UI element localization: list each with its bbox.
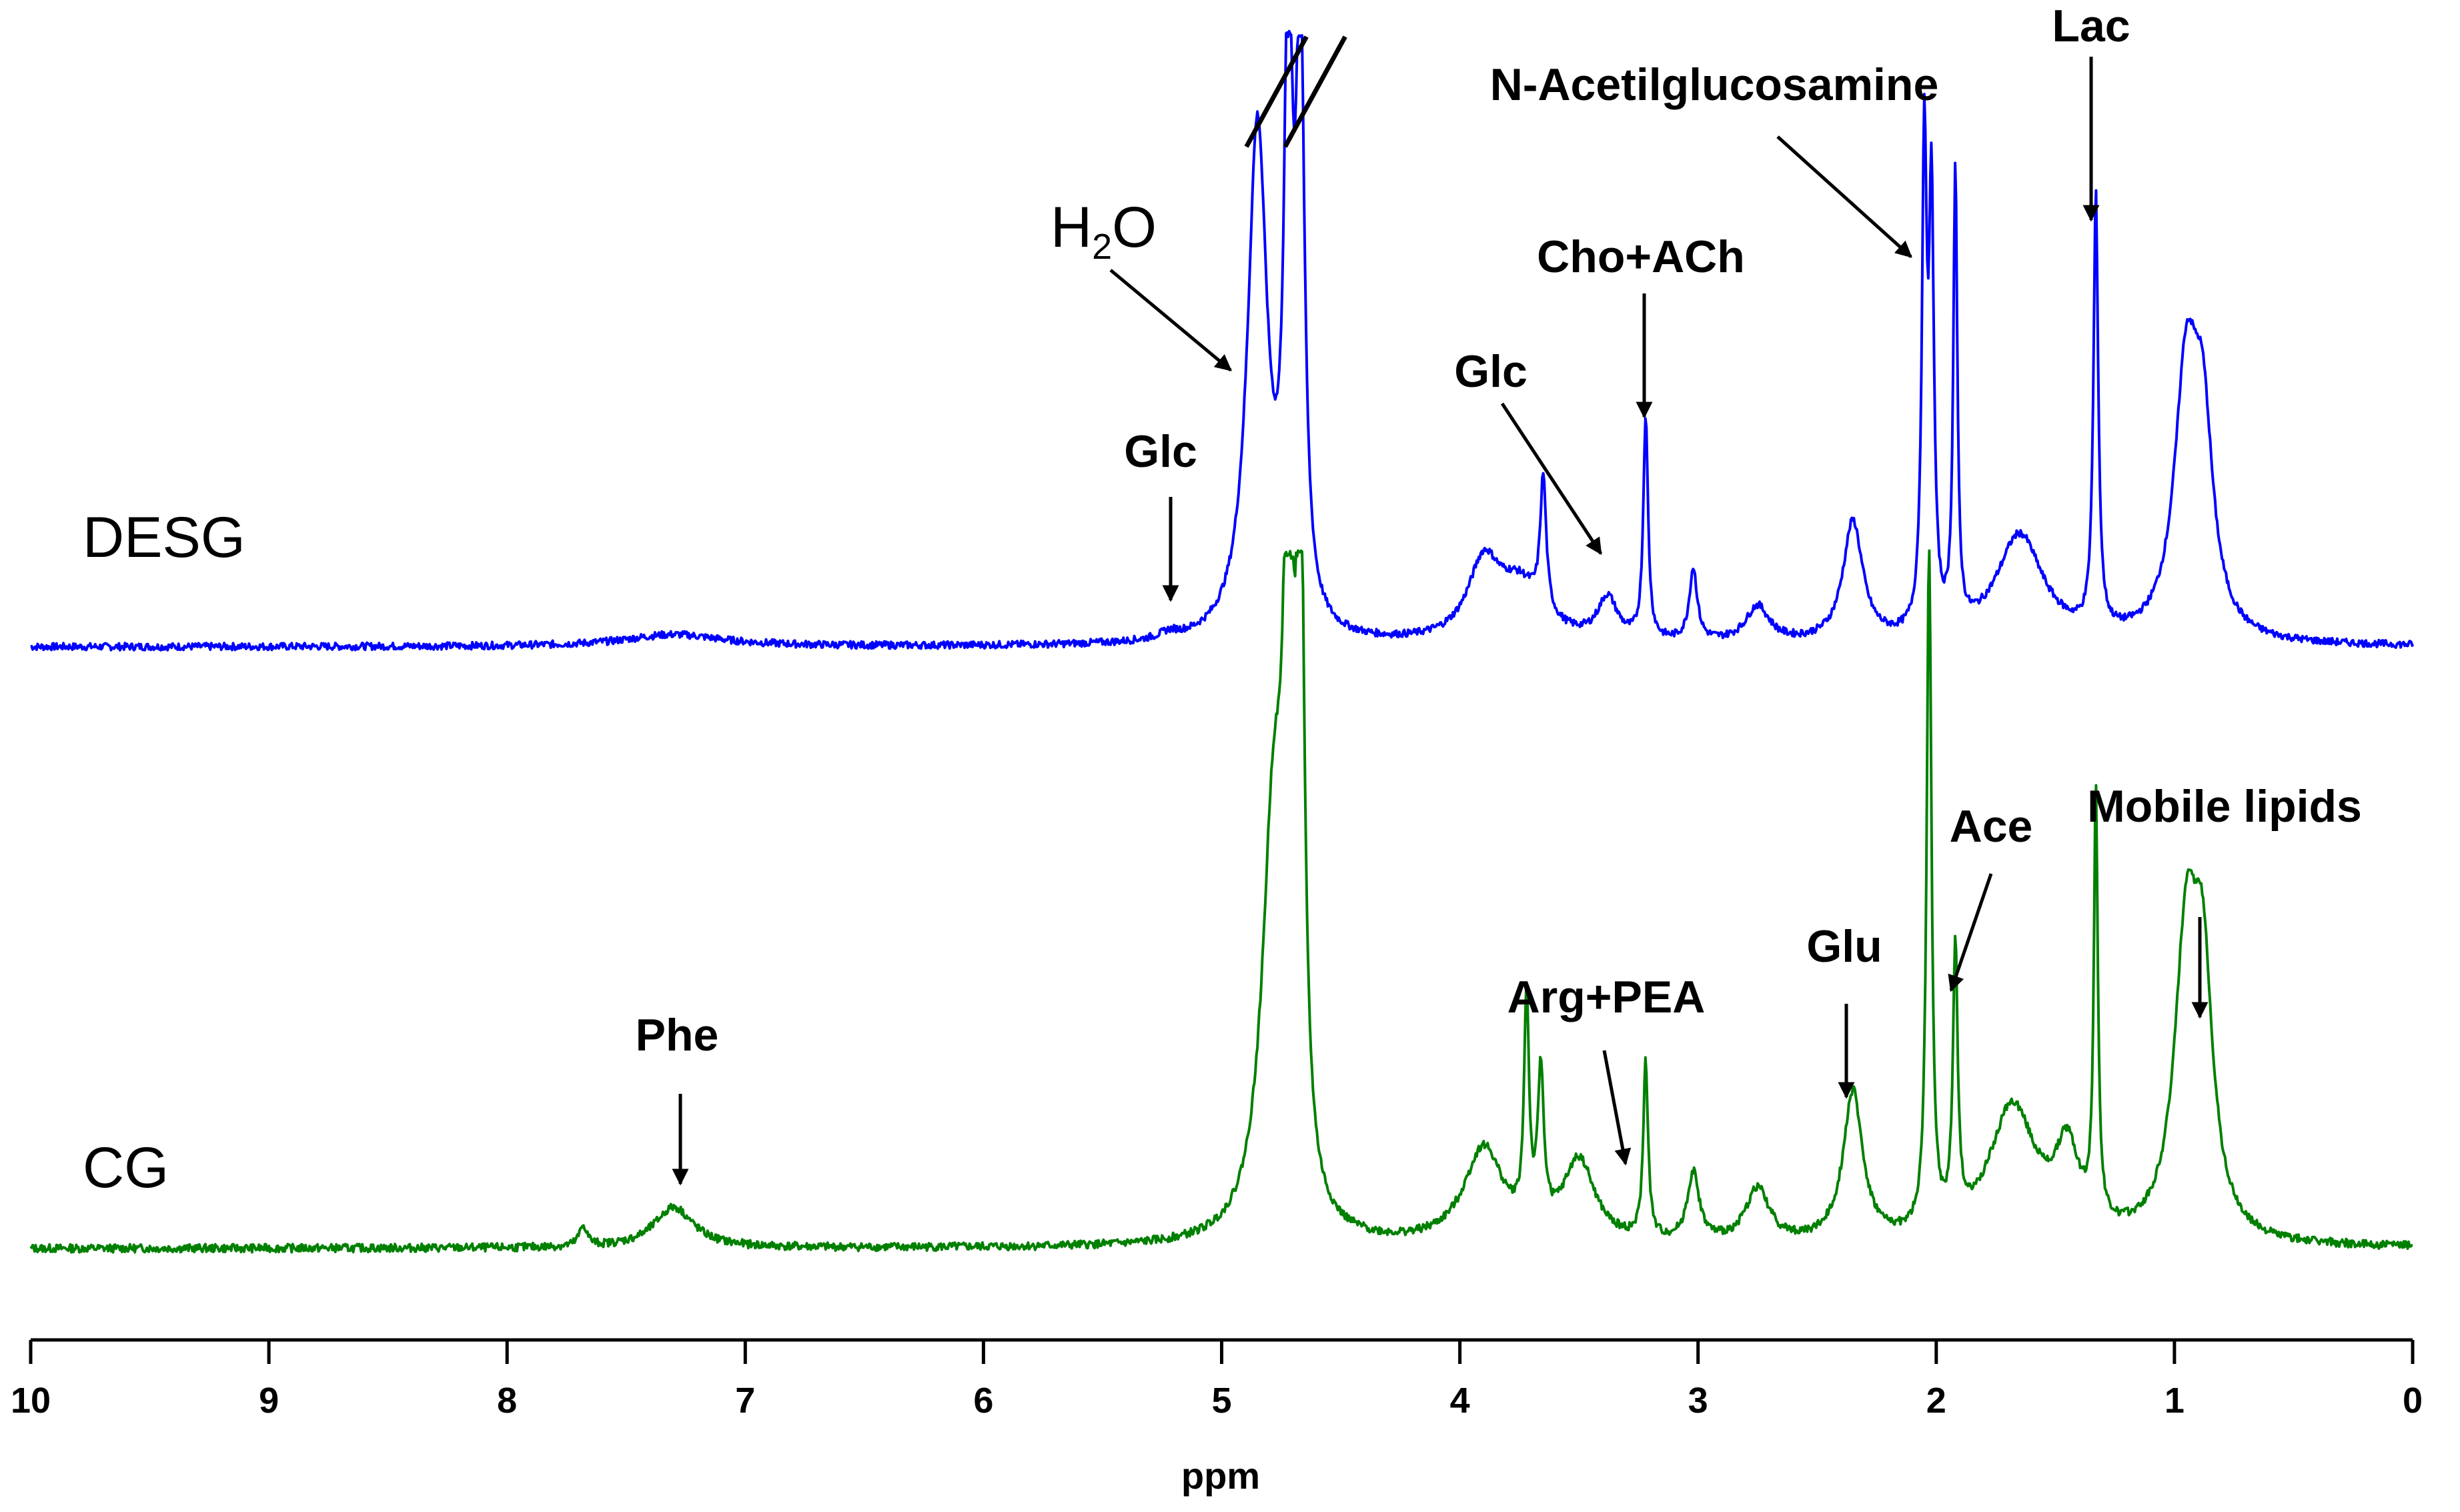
x-tick-label: 4 bbox=[1450, 1381, 1470, 1421]
peak-annotations: Glc Glc Cho+ACh N-Acetilglucosamine Lac Phe Ar… bbox=[636, 1, 2362, 1186]
series-label-cg: CG bbox=[83, 1136, 169, 1200]
annotation-label: Arg+PEA bbox=[1507, 972, 1706, 1022]
x-axis-ticks: 10 9 8 7 6 5 4 3 2 1 0 bbox=[11, 1340, 2423, 1421]
annotation-label: Glc bbox=[1124, 426, 1197, 477]
x-tick-label: 2 bbox=[1926, 1381, 1946, 1421]
series-label-desg: DESG bbox=[83, 506, 245, 570]
x-tick-label: 8 bbox=[497, 1381, 517, 1421]
annotation-arrow bbox=[1500, 402, 1603, 556]
x-tick-label: 5 bbox=[1211, 1381, 1231, 1421]
x-tick-label: 10 bbox=[11, 1381, 51, 1421]
annotation-label: Lac bbox=[2052, 1, 2130, 51]
annotation-arrow bbox=[1776, 135, 1912, 258]
x-axis: 10 9 8 7 6 5 4 3 2 1 0 ppm bbox=[11, 1338, 2423, 1497]
x-tick-label: 0 bbox=[2403, 1381, 2423, 1421]
annotation-h2o-label: H2O bbox=[1051, 195, 1157, 267]
x-tick-label: 9 bbox=[259, 1381, 279, 1421]
x-tick-label: 7 bbox=[735, 1381, 755, 1421]
annotation-label: Phe bbox=[636, 1010, 719, 1060]
axis-break-mark bbox=[1283, 35, 1347, 148]
annotation-label: Mobile lipids bbox=[2087, 781, 2362, 832]
x-tick-label: 3 bbox=[1688, 1381, 1708, 1421]
x-tick-label: 6 bbox=[973, 1381, 993, 1421]
annotation-arrow bbox=[1948, 873, 1993, 992]
axis-break-mark bbox=[1244, 35, 1309, 148]
annotation-label: N-Acetilglucosamine bbox=[1490, 59, 1939, 110]
spectra bbox=[29, 29, 2414, 1254]
spectrum-line-cg bbox=[29, 549, 2413, 1254]
series-labels: DESG CG bbox=[83, 506, 245, 1200]
annotation-arrow bbox=[1602, 1050, 1632, 1166]
spectrum-line-desg bbox=[30, 29, 2414, 652]
annotation-arrow bbox=[1109, 269, 1232, 371]
annotation-label: Ace bbox=[1950, 801, 2033, 852]
annotation-label: Cho+ACh bbox=[1537, 231, 1745, 282]
x-tick-label: 1 bbox=[2165, 1381, 2185, 1421]
annotation-label: Glu bbox=[1806, 921, 1882, 972]
annotation-label: Glc bbox=[1454, 346, 1527, 397]
x-axis-title: ppm bbox=[1181, 1455, 1260, 1497]
axis-break-marks bbox=[1244, 35, 1347, 148]
